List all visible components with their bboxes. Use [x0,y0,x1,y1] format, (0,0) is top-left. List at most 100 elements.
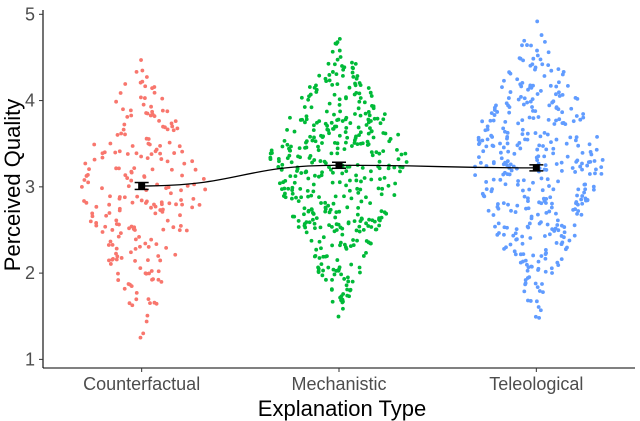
x-axis-ticks: Counterfactual Mechanistic Teleological [83,368,583,394]
data-point [587,172,592,176]
data-point [560,169,564,173]
data-point [582,182,587,187]
data-point [559,223,564,228]
data-point [542,74,547,78]
data-point [311,128,316,132]
data-point [600,158,605,162]
data-point [399,152,404,157]
data-point [143,241,148,246]
data-point [537,289,542,293]
data-point [543,248,548,252]
data-point [132,166,137,171]
data-point [357,91,362,96]
data-point [316,144,320,149]
data-point [129,250,133,255]
data-point [137,235,141,239]
data-point [348,178,352,183]
data-point [501,126,506,131]
data-point [139,154,144,159]
data-point [543,269,548,274]
data-point [326,61,331,66]
data-point [372,116,377,121]
data-point [317,73,322,78]
data-point [161,227,166,232]
data-point [320,135,325,140]
data-point [576,187,581,192]
data-point [523,278,528,282]
data-point [557,90,561,95]
data-point [122,195,127,200]
data-point [312,158,317,162]
data-point [159,157,164,161]
data-point [299,195,304,200]
data-point [358,219,363,224]
data-point [323,76,328,81]
data-point [514,227,519,232]
data-point [528,85,532,90]
data-point [368,241,373,246]
data-point [123,132,127,137]
data-point [165,127,170,132]
data-point [166,185,171,190]
data-point [357,265,362,270]
data-point [332,272,337,277]
data-point [585,198,590,203]
data-point [473,173,478,178]
data-point [583,187,588,192]
data-point [535,285,540,290]
data-point [110,257,115,262]
data-point [544,147,549,152]
data-point [161,124,165,129]
data-point [92,157,97,162]
data-point [197,202,202,207]
data-point [350,60,354,65]
data-point [143,271,148,276]
data-point [549,68,554,73]
mean-marker [335,161,343,169]
data-point [525,100,530,105]
data-point [172,151,177,155]
data-point [539,176,544,181]
data-point [84,174,89,178]
data-point [484,144,489,149]
data-point [545,132,550,137]
data-point [542,130,547,135]
data-point [581,115,586,120]
data-point [320,273,325,278]
data-point [311,182,316,187]
data-point [520,127,525,132]
data-point [114,257,119,262]
data-point [593,171,597,176]
data-point [344,95,348,99]
data-point [288,174,293,179]
data-point [331,170,335,175]
data-point [330,243,335,248]
data-point [580,201,585,206]
data-point [358,83,363,87]
data-point [364,221,368,226]
data-point [310,138,315,143]
data-point [122,286,127,291]
data-point [357,99,362,104]
data-point [87,167,91,172]
data-point [539,254,544,258]
data-point [148,301,152,306]
data-point [164,245,169,250]
data-point [100,186,104,191]
data-point [287,153,292,158]
data-point [371,135,376,140]
data-point [304,220,309,225]
data-point [537,221,542,226]
data-point [294,195,298,200]
data-point [359,199,364,204]
x-tick-label: Mechanistic [291,374,386,394]
data-point [508,242,513,247]
data-point [379,209,384,214]
data-point [337,103,342,107]
data-point [381,131,386,135]
data-point [543,256,548,261]
data-point [535,53,540,58]
data-point [346,279,351,284]
mean-marker [532,164,540,172]
